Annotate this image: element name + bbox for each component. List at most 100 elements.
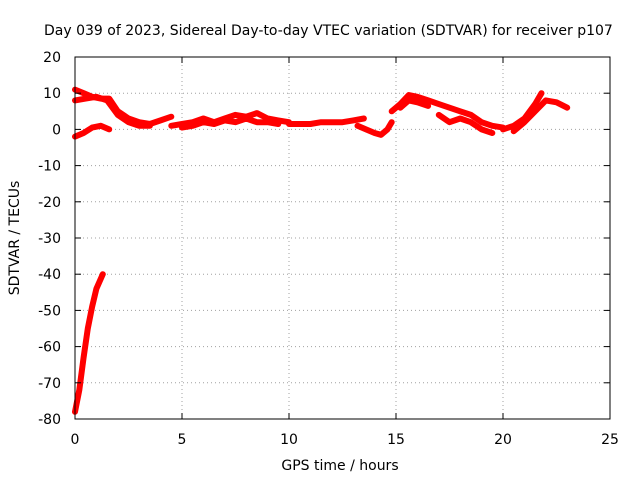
data-point <box>457 108 463 114</box>
data-point <box>158 117 164 123</box>
data-point <box>100 271 106 277</box>
data-point <box>318 119 324 125</box>
data-point <box>329 119 335 125</box>
chart-title: Day 039 of 2023, Sidereal Day-to-day VTE… <box>44 23 613 39</box>
data-point <box>222 117 228 123</box>
data-point <box>211 121 217 127</box>
data-point <box>425 97 431 103</box>
data-point <box>76 387 82 393</box>
x-tick-labels: 0 5 10 15 20 25 <box>71 432 619 448</box>
data-point <box>564 105 570 111</box>
y-tick-labels: -80 -70 -60 -50 -40 -30 -20 -10 0 10 20 <box>38 50 61 428</box>
data-point <box>361 116 367 121</box>
grid-lines <box>75 57 610 419</box>
data-point <box>254 110 260 116</box>
data-point <box>179 125 185 131</box>
data-point <box>457 116 463 121</box>
data-point <box>106 126 112 132</box>
x-tick-label: 20 <box>494 432 512 448</box>
data-point <box>532 108 538 114</box>
data-point <box>489 130 495 136</box>
data-point <box>489 123 495 129</box>
data-point <box>414 94 420 100</box>
y-tick-label: -20 <box>38 195 61 211</box>
x-tick-label: 5 <box>178 432 187 448</box>
data-point <box>254 119 260 125</box>
data-point <box>397 105 403 111</box>
data-point <box>233 119 238 125</box>
data-point <box>521 119 527 125</box>
series-track-m <box>510 97 571 135</box>
data-point <box>539 90 544 96</box>
data-point <box>200 119 206 125</box>
x-tick-label: 25 <box>601 432 619 448</box>
y-tick-label: -40 <box>38 267 61 283</box>
data-point <box>350 117 356 123</box>
y-tick-label: -60 <box>38 340 61 356</box>
y-tick-label: 20 <box>43 50 61 66</box>
data-point <box>389 108 395 114</box>
data-point <box>147 123 153 129</box>
data-point <box>447 105 452 111</box>
data-point <box>363 126 369 132</box>
data-point <box>89 304 95 310</box>
data-point <box>532 101 538 107</box>
y-tick-label: -80 <box>38 412 61 428</box>
data-point <box>81 355 87 360</box>
data-point <box>286 121 292 127</box>
data-point <box>243 116 249 121</box>
data-point <box>126 119 131 125</box>
data-point <box>554 99 559 105</box>
data-point <box>378 132 384 138</box>
data-point <box>81 90 87 96</box>
data-marks <box>72 86 571 415</box>
data-point <box>233 112 238 118</box>
data-point <box>297 121 303 127</box>
y-tick-label: -10 <box>38 159 61 175</box>
data-point <box>500 126 506 132</box>
y-tick-label: -50 <box>38 303 61 319</box>
data-point <box>384 126 390 132</box>
data-point <box>468 119 474 125</box>
data-point <box>93 286 99 292</box>
data-point <box>168 123 174 129</box>
data-point <box>98 123 104 129</box>
y-tick-label: 10 <box>43 86 61 102</box>
data-point <box>436 112 442 118</box>
data-point <box>89 125 95 131</box>
data-point <box>340 119 345 125</box>
data-point <box>83 96 89 102</box>
y-tick-label: 0 <box>52 122 61 138</box>
data-point <box>136 123 142 129</box>
data-point <box>468 112 474 118</box>
data-point <box>406 92 412 98</box>
data-point <box>479 119 485 125</box>
data-point <box>355 123 360 129</box>
data-point <box>307 121 313 127</box>
series-track-j <box>397 97 432 111</box>
data-point <box>168 114 174 120</box>
data-point <box>190 123 196 129</box>
data-point <box>479 126 485 132</box>
data-point <box>372 130 378 136</box>
data-point <box>436 101 442 107</box>
x-axis-title: GPS time / hours <box>281 458 398 474</box>
data-point <box>511 128 517 134</box>
x-tick-label: 10 <box>280 432 298 448</box>
data-point <box>93 94 99 100</box>
axis-ticks <box>74 56 611 420</box>
data-point <box>85 326 91 331</box>
y-tick-label: -30 <box>38 231 61 247</box>
data-point <box>265 119 271 125</box>
data-point <box>414 99 420 105</box>
data-point <box>425 103 431 109</box>
series-track-f <box>179 115 282 131</box>
data-point <box>275 121 281 127</box>
data-point <box>81 130 87 136</box>
data-point <box>406 97 412 103</box>
data-point <box>115 112 121 118</box>
data-point <box>104 97 110 103</box>
data-point <box>543 97 549 103</box>
y-axis-title: SDTVAR / TECUs <box>7 181 23 296</box>
